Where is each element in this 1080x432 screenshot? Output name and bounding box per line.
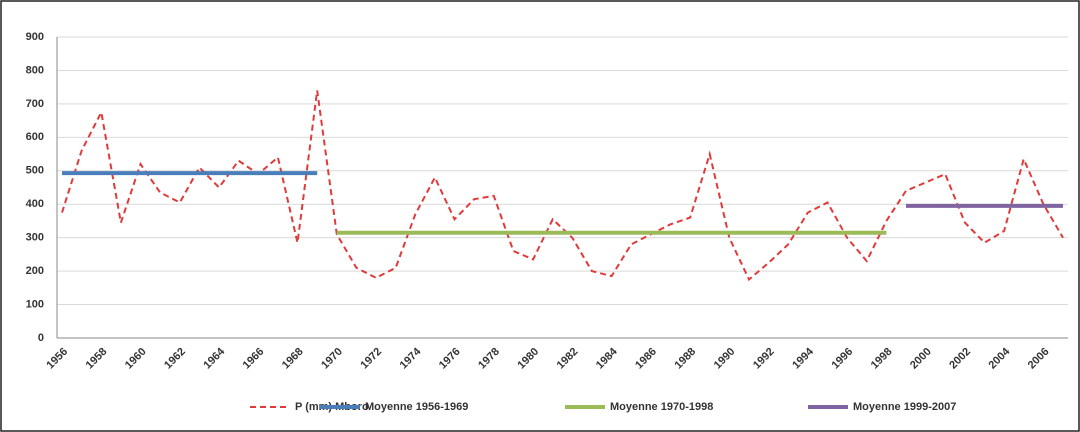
y-tick-label: 100 bbox=[26, 298, 44, 310]
y-tick-label: 0 bbox=[38, 332, 44, 344]
y-tick-label: 900 bbox=[26, 31, 44, 43]
legend-label: Moyenne 1970-1998 bbox=[610, 401, 713, 413]
y-tick-label: 500 bbox=[26, 165, 44, 177]
y-tick-label: 700 bbox=[26, 98, 44, 110]
legend-label: Moyenne 1956-1969 bbox=[365, 401, 468, 413]
y-tick-label: 600 bbox=[26, 131, 44, 143]
legend-label: Moyenne 1999-2007 bbox=[853, 401, 956, 413]
y-tick-label: 400 bbox=[26, 198, 44, 210]
y-tick-label: 800 bbox=[26, 64, 44, 76]
y-tick-label: 200 bbox=[26, 265, 44, 277]
y-tick-label: 300 bbox=[26, 232, 44, 244]
